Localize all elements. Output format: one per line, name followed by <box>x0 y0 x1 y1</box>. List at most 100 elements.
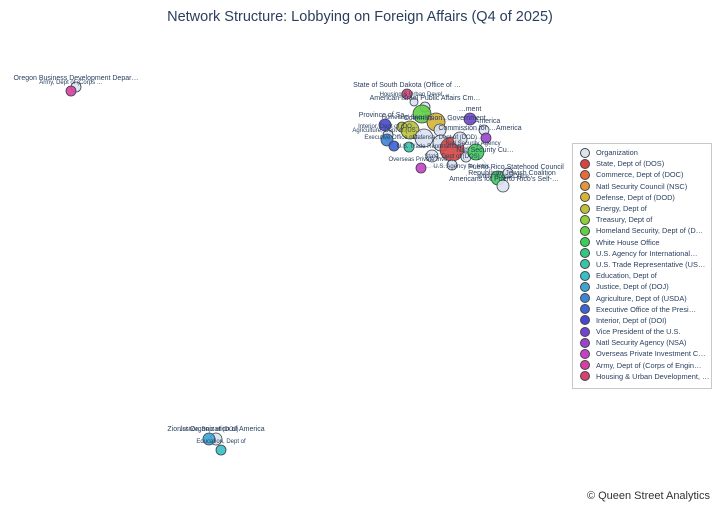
legend-swatch <box>580 270 590 281</box>
legend-item[interactable]: Commerce, Dept of (DOC) <box>573 169 711 180</box>
legend-label: Interior, Dept of (DOI) <box>596 315 667 325</box>
legend-label: Housing & Urban Development, … <box>596 371 710 381</box>
node-label: Zionist Organization of America <box>167 426 264 433</box>
legend-item[interactable]: Natl Security Council (NSC) <box>573 181 711 192</box>
network-node[interactable] <box>502 167 514 179</box>
network-node[interactable] <box>467 143 485 161</box>
legend-swatch <box>580 225 590 236</box>
node-label: …ment <box>459 106 482 113</box>
network-node[interactable] <box>409 97 419 107</box>
legend-swatch <box>580 169 590 180</box>
legend-swatch <box>580 371 590 382</box>
network-node[interactable] <box>215 444 227 456</box>
network-node[interactable] <box>480 132 492 144</box>
network-node[interactable] <box>425 149 439 163</box>
labels-layer: Oregon Business Development Depar…Army, … <box>14 75 565 445</box>
network-node[interactable] <box>403 141 415 153</box>
legend-item[interactable]: Defense, Dept of (DOD) <box>573 192 711 203</box>
legend-swatch <box>580 259 590 270</box>
legend-label: Natl Security Council (NSC) <box>596 181 688 191</box>
chart-title: Network Structure: Lobbying on Foreign A… <box>167 9 553 25</box>
node-annotation: …Government <box>440 115 486 122</box>
legend-item[interactable]: Natl Security Agency (NSA) <box>573 337 711 348</box>
legend-label: State, Dept of (DOS) <box>596 159 665 169</box>
legend-swatch <box>580 293 590 304</box>
legend-label: U.S. Trade Representative (US… <box>596 259 706 269</box>
network-node[interactable] <box>496 179 510 193</box>
node-annotation: Natl Security Cu… <box>456 147 514 154</box>
legend-item[interactable]: Education, Dept of <box>573 270 711 281</box>
legend-item[interactable]: Organization <box>573 147 711 158</box>
node-annotation: Commission <box>404 115 443 122</box>
node-annotation: Defense, Dept of (DOD) <box>413 135 477 141</box>
legend-item[interactable]: Justice, Dept of (DOJ) <box>573 281 711 292</box>
node-annotation: Puerto Rico Statehood Council <box>468 164 564 171</box>
legend-label: U.S. Agency for International… <box>596 248 698 258</box>
legend-swatch <box>580 337 590 348</box>
network-node[interactable] <box>414 128 434 148</box>
node-label: Army, Dept of (Corps … <box>39 80 103 86</box>
node-annotation: Commission for …America <box>438 125 521 132</box>
legend: Organization State, Dept of (DOS) Commerce… <box>572 143 712 389</box>
legend-swatch <box>580 147 590 158</box>
node-label: U.S. Trade Representati… <box>397 144 467 150</box>
node-label: Province of Sa… <box>359 112 412 119</box>
legend-item[interactable]: State, Dept of (DOS) <box>573 158 711 169</box>
node-label: Executive Office of t… <box>364 135 423 141</box>
legend-item[interactable]: Energy, Dept of <box>573 203 711 214</box>
legend-item[interactable]: U.S. Agency for International… <box>573 248 711 259</box>
network-node[interactable] <box>452 131 468 147</box>
node-label: Oregon Business Development Depar… <box>14 75 139 82</box>
node-label: …America <box>468 118 501 125</box>
network-node[interactable] <box>388 140 400 152</box>
network-node[interactable] <box>65 85 77 97</box>
node-label: State, Dept of (DOS) <box>424 154 479 160</box>
legend-item[interactable]: Agriculture, Dept of (USDA) <box>573 292 711 304</box>
node-annotation: …Natl Security Agency <box>439 141 500 147</box>
legend-swatch <box>580 281 590 292</box>
legend-item[interactable]: Army, Dept of (Corps of Engin… <box>573 360 711 371</box>
legend-item[interactable]: Executive Office of the Presi… <box>573 304 711 315</box>
node-label: State of South Dakota (Office of … <box>353 82 461 89</box>
legend-swatch <box>580 214 590 225</box>
legend-label: Treasury, Dept of <box>596 215 653 225</box>
legend-swatch <box>580 181 590 192</box>
node-label: Interior, Dept of (DO… <box>358 124 418 130</box>
legend-label: Organization <box>596 148 638 158</box>
node-label: Homeland Security… <box>382 115 439 121</box>
legend-label: Executive Office of the Presi… <box>596 304 697 314</box>
network-node[interactable] <box>463 112 477 126</box>
legend-item[interactable]: Housing & Urban Development, … <box>573 371 711 382</box>
legend-swatch <box>580 203 590 214</box>
legend-label: Agriculture, Dept of (USDA) <box>596 293 687 303</box>
legend-swatch <box>580 304 590 315</box>
legend-item[interactable]: Homeland Security, Dept of (D… <box>573 225 711 236</box>
network-node[interactable] <box>415 162 427 174</box>
network-node[interactable] <box>400 120 420 140</box>
legend-item[interactable]: Interior, Dept of (DOI) <box>573 315 711 326</box>
legend-item[interactable]: Overseas Private Investment C… <box>573 348 711 359</box>
legend-label: Energy, Dept of <box>596 204 647 214</box>
network-node[interactable] <box>202 432 216 446</box>
legend-label: Defense, Dept of (DOD) <box>596 192 675 202</box>
legend-swatch <box>580 192 590 203</box>
legend-swatch <box>580 315 590 326</box>
network-node[interactable] <box>401 88 413 100</box>
legend-item[interactable]: U.S. Trade Representative (US… <box>573 259 711 270</box>
network-node[interactable] <box>412 104 432 124</box>
legend-swatch <box>580 158 590 169</box>
legend-item[interactable]: White House Office <box>573 237 711 248</box>
legend-swatch <box>580 360 590 371</box>
network-node[interactable] <box>446 159 458 171</box>
node-annotation: U.S. Agency for Inter… <box>433 164 494 170</box>
legend-item[interactable]: Vice President of the U.S. <box>573 326 711 337</box>
node-label: Justice, Dept of (DOJ) <box>179 427 238 433</box>
legend-item[interactable]: Treasury, Dept of <box>573 214 711 225</box>
legend-swatch <box>580 237 590 248</box>
node-label: Education, Dept of <box>196 439 246 445</box>
legend-label: Homeland Security, Dept of (D… <box>596 226 704 236</box>
legend-swatch <box>580 248 590 259</box>
node-annotation: Republican Jewish Coalition <box>468 170 556 177</box>
legend-label: Education, Dept of <box>596 271 657 281</box>
